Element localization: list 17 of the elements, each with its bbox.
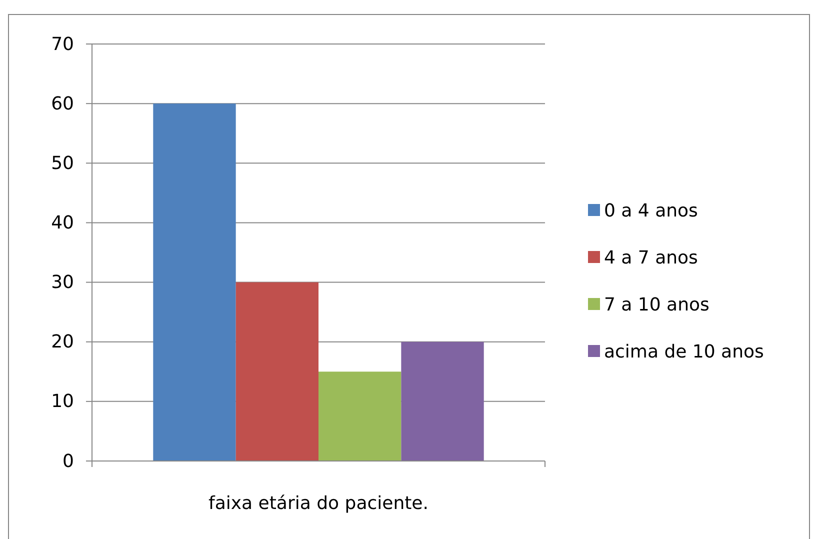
y-tick-label: 0 bbox=[62, 450, 74, 472]
legend-label: 4 a 7 anos bbox=[604, 247, 698, 268]
bar bbox=[318, 372, 402, 461]
y-tick-label: 40 bbox=[51, 212, 74, 234]
legend-label: 0 a 4 anos bbox=[604, 200, 698, 222]
bar bbox=[236, 282, 318, 461]
y-tick-label: 10 bbox=[51, 391, 74, 412]
y-tick-label: 70 bbox=[51, 34, 74, 55]
legend-label: acima de 10 anos bbox=[604, 341, 764, 362]
y-tick-label: 30 bbox=[51, 272, 74, 294]
y-tick-label: 60 bbox=[51, 93, 74, 114]
legend-label: 7 a 10 anos bbox=[604, 294, 710, 316]
bar bbox=[153, 104, 236, 461]
x-tick-label: faixa etária do paciente. bbox=[208, 493, 428, 514]
y-tick-label: 20 bbox=[51, 332, 74, 353]
y-tick-label: 50 bbox=[51, 152, 74, 174]
bar bbox=[401, 342, 484, 461]
